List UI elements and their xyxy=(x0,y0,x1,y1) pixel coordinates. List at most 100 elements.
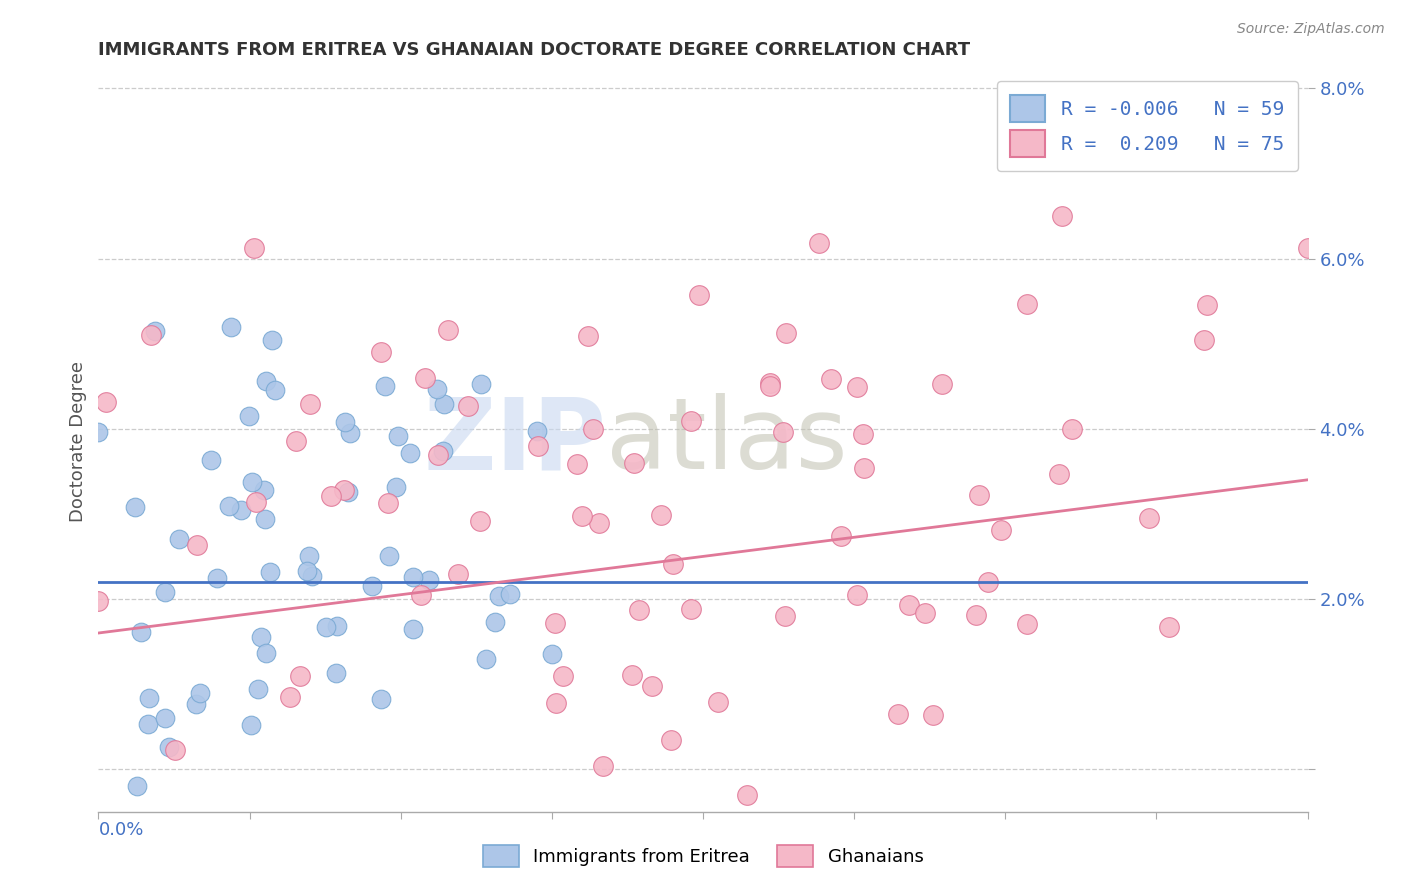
Point xyxy=(129,624,152,639)
Point xyxy=(526,424,548,438)
Point xyxy=(415,370,437,384)
Point xyxy=(153,711,176,725)
Point xyxy=(252,483,274,497)
Point xyxy=(1296,241,1319,255)
Point xyxy=(238,409,260,423)
Point xyxy=(662,557,685,571)
Point xyxy=(411,588,433,602)
Point xyxy=(808,236,831,251)
Point xyxy=(254,374,277,388)
Point xyxy=(965,608,987,623)
Point xyxy=(298,397,321,411)
Point xyxy=(188,685,211,699)
Point xyxy=(679,414,702,428)
Point xyxy=(1194,333,1216,347)
Point xyxy=(186,538,208,552)
Y-axis label: Doctorate Degree: Doctorate Degree xyxy=(69,361,87,522)
Point xyxy=(136,717,159,731)
Point xyxy=(1157,620,1180,634)
Point xyxy=(418,573,440,587)
Point xyxy=(706,695,728,709)
Point xyxy=(377,496,399,510)
Point xyxy=(759,379,782,393)
Point xyxy=(830,529,852,543)
Point xyxy=(1137,510,1160,524)
Point xyxy=(553,669,575,683)
Point xyxy=(1017,617,1039,632)
Point xyxy=(254,512,277,526)
Point xyxy=(125,779,148,793)
Point xyxy=(288,669,311,683)
Point xyxy=(565,457,588,471)
Point xyxy=(94,395,117,409)
Point xyxy=(245,495,267,509)
Point xyxy=(315,620,337,634)
Point xyxy=(1060,422,1083,436)
Point xyxy=(240,717,263,731)
Point xyxy=(260,333,283,347)
Point xyxy=(246,681,269,696)
Text: Source: ZipAtlas.com: Source: ZipAtlas.com xyxy=(1237,22,1385,37)
Point xyxy=(200,452,222,467)
Point xyxy=(468,514,491,528)
Point xyxy=(87,594,110,608)
Point xyxy=(820,372,842,386)
Point xyxy=(361,579,384,593)
Point xyxy=(124,500,146,515)
Point xyxy=(540,647,562,661)
Point xyxy=(278,690,301,705)
Point xyxy=(432,444,454,458)
Point xyxy=(488,589,510,603)
Point xyxy=(229,503,252,517)
Point xyxy=(623,456,645,470)
Legend: Immigrants from Eritrea, Ghanaians: Immigrants from Eritrea, Ghanaians xyxy=(475,838,931,874)
Point xyxy=(897,598,920,612)
Point xyxy=(184,697,207,711)
Point xyxy=(659,733,682,747)
Point xyxy=(335,415,357,429)
Point xyxy=(377,549,399,564)
Point xyxy=(370,692,392,706)
Point xyxy=(295,564,318,578)
Point xyxy=(914,606,936,620)
Point xyxy=(205,571,228,585)
Point xyxy=(628,602,651,616)
Text: ZIP: ZIP xyxy=(423,393,606,490)
Point xyxy=(143,324,166,338)
Point xyxy=(921,708,943,723)
Point xyxy=(319,489,342,503)
Point xyxy=(254,646,277,660)
Point xyxy=(333,483,356,497)
Point xyxy=(773,608,796,623)
Point xyxy=(1017,297,1039,311)
Point xyxy=(582,422,605,436)
Point xyxy=(969,487,991,501)
Point xyxy=(426,382,449,396)
Point xyxy=(852,427,875,442)
Point xyxy=(931,376,953,391)
Point xyxy=(370,345,392,359)
Point xyxy=(447,566,470,581)
Point xyxy=(470,376,492,391)
Point xyxy=(243,241,266,255)
Point xyxy=(336,485,359,500)
Point xyxy=(138,691,160,706)
Point xyxy=(990,523,1012,537)
Point xyxy=(139,327,162,342)
Point xyxy=(688,288,710,302)
Point xyxy=(641,679,664,693)
Point xyxy=(759,376,782,391)
Point xyxy=(650,508,672,522)
Point xyxy=(527,440,550,454)
Point xyxy=(437,323,460,337)
Point xyxy=(571,509,593,524)
Point xyxy=(402,570,425,584)
Point xyxy=(484,615,506,629)
Point xyxy=(846,380,869,394)
Text: atlas: atlas xyxy=(606,393,848,490)
Point xyxy=(457,399,479,413)
Point xyxy=(621,668,644,682)
Point xyxy=(576,329,599,343)
Point xyxy=(325,665,347,680)
Point xyxy=(221,319,243,334)
